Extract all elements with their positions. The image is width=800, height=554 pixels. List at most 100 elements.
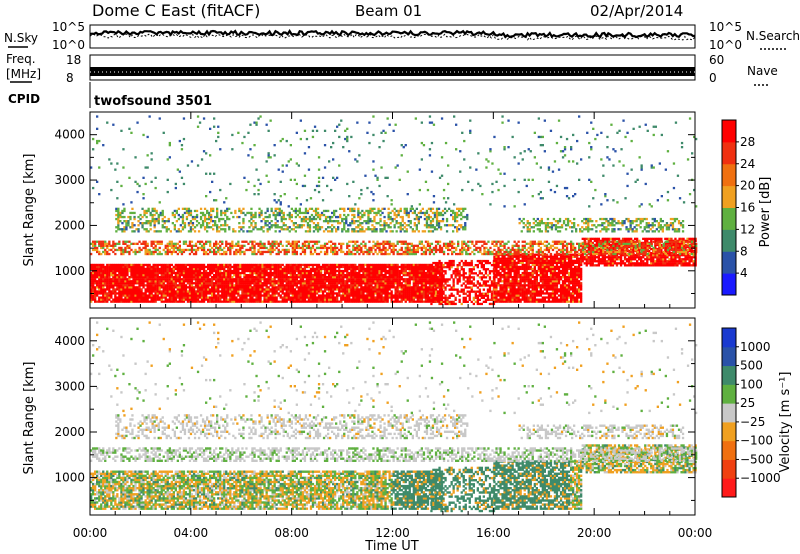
power-cell bbox=[122, 294, 125, 297]
power-cell bbox=[229, 286, 232, 289]
power-cell bbox=[307, 286, 311, 289]
power-cell bbox=[132, 265, 135, 269]
power-cell bbox=[580, 278, 583, 281]
power-cell bbox=[644, 262, 647, 265]
power-cell bbox=[509, 294, 512, 297]
power-cell bbox=[495, 286, 498, 289]
power-cell bbox=[513, 284, 516, 287]
power-cell bbox=[190, 288, 194, 291]
power-cell bbox=[132, 300, 135, 303]
power-cell bbox=[235, 284, 238, 287]
power-cell bbox=[313, 280, 317, 283]
power-cell bbox=[493, 290, 496, 293]
power-cell bbox=[644, 239, 647, 242]
power-cell bbox=[178, 267, 181, 271]
power-cell bbox=[307, 284, 311, 287]
power-cell bbox=[374, 278, 377, 281]
power-cell bbox=[374, 298, 377, 301]
power-cell bbox=[426, 290, 430, 293]
power-cell bbox=[104, 288, 107, 291]
power-cell bbox=[211, 296, 214, 299]
power-cell bbox=[480, 296, 483, 299]
power-cell bbox=[126, 271, 129, 275]
power-cell bbox=[527, 276, 530, 279]
power-cell bbox=[574, 300, 577, 303]
power-cell bbox=[511, 269, 514, 273]
power-cell bbox=[168, 300, 171, 303]
power-cell bbox=[565, 290, 569, 293]
power-cell bbox=[136, 265, 139, 269]
power-cell bbox=[138, 280, 141, 283]
power-cell bbox=[126, 269, 129, 273]
power-cell bbox=[132, 282, 135, 285]
power-cell bbox=[418, 280, 421, 283]
power-cell bbox=[460, 284, 463, 287]
power-cell bbox=[468, 276, 471, 279]
power-cell bbox=[533, 300, 536, 303]
power-cell bbox=[452, 294, 455, 297]
power-cell bbox=[180, 286, 184, 289]
power-cell bbox=[295, 282, 298, 285]
power-cell bbox=[225, 298, 228, 301]
power-cell bbox=[255, 300, 258, 303]
power-cell bbox=[370, 269, 373, 273]
power-cell bbox=[136, 271, 139, 275]
power-cell bbox=[392, 296, 395, 299]
power-cell bbox=[392, 282, 395, 285]
power-cell bbox=[493, 261, 496, 264]
power-cell bbox=[390, 271, 393, 275]
power-cell bbox=[205, 292, 208, 295]
power-cell bbox=[96, 269, 99, 273]
power-cell bbox=[221, 296, 224, 299]
power-cell bbox=[118, 269, 121, 273]
power-cell bbox=[146, 290, 149, 293]
power-cell bbox=[517, 271, 520, 275]
power-cell bbox=[307, 282, 311, 285]
power-cell bbox=[364, 294, 367, 297]
power-cell bbox=[200, 284, 204, 287]
power-cell bbox=[124, 280, 127, 283]
power-cell bbox=[261, 265, 264, 269]
power-cell bbox=[122, 265, 125, 269]
power-cell bbox=[642, 256, 645, 259]
power-cell bbox=[124, 267, 127, 271]
power-cell bbox=[555, 261, 559, 264]
power-cell bbox=[269, 276, 272, 279]
power-cell bbox=[380, 292, 383, 295]
power-cell bbox=[499, 284, 502, 287]
power-cell bbox=[94, 290, 97, 293]
power-cell bbox=[98, 267, 101, 271]
power-cell bbox=[418, 278, 421, 281]
power-cell bbox=[120, 286, 123, 289]
power-cell bbox=[289, 265, 292, 269]
power-cell bbox=[196, 269, 200, 273]
power-cell bbox=[511, 259, 514, 262]
power-cell bbox=[178, 286, 181, 289]
power-cell bbox=[249, 292, 252, 295]
power-cell bbox=[406, 263, 409, 267]
power-cell bbox=[190, 269, 194, 273]
power-cell bbox=[472, 284, 475, 287]
power-cell bbox=[605, 256, 609, 259]
power-cell bbox=[269, 263, 272, 267]
power-cell bbox=[553, 271, 557, 275]
power-cell bbox=[106, 284, 109, 287]
power-cell bbox=[543, 255, 546, 258]
power-cell bbox=[476, 300, 479, 303]
power-cell bbox=[245, 290, 248, 293]
power-cell bbox=[160, 294, 163, 297]
power-cell bbox=[557, 294, 561, 297]
power-cell bbox=[438, 272, 441, 275]
power-cell bbox=[362, 286, 365, 289]
power-cell bbox=[404, 290, 407, 293]
power-cell bbox=[452, 270, 455, 273]
power-cell bbox=[576, 278, 579, 281]
power-cell bbox=[219, 290, 222, 293]
power-cell bbox=[184, 278, 188, 281]
power-cell bbox=[503, 271, 506, 275]
power-cell bbox=[444, 288, 447, 291]
power-cell bbox=[319, 290, 323, 293]
power-cell bbox=[309, 269, 313, 273]
power-cell bbox=[166, 290, 169, 293]
power-cell bbox=[400, 271, 403, 275]
